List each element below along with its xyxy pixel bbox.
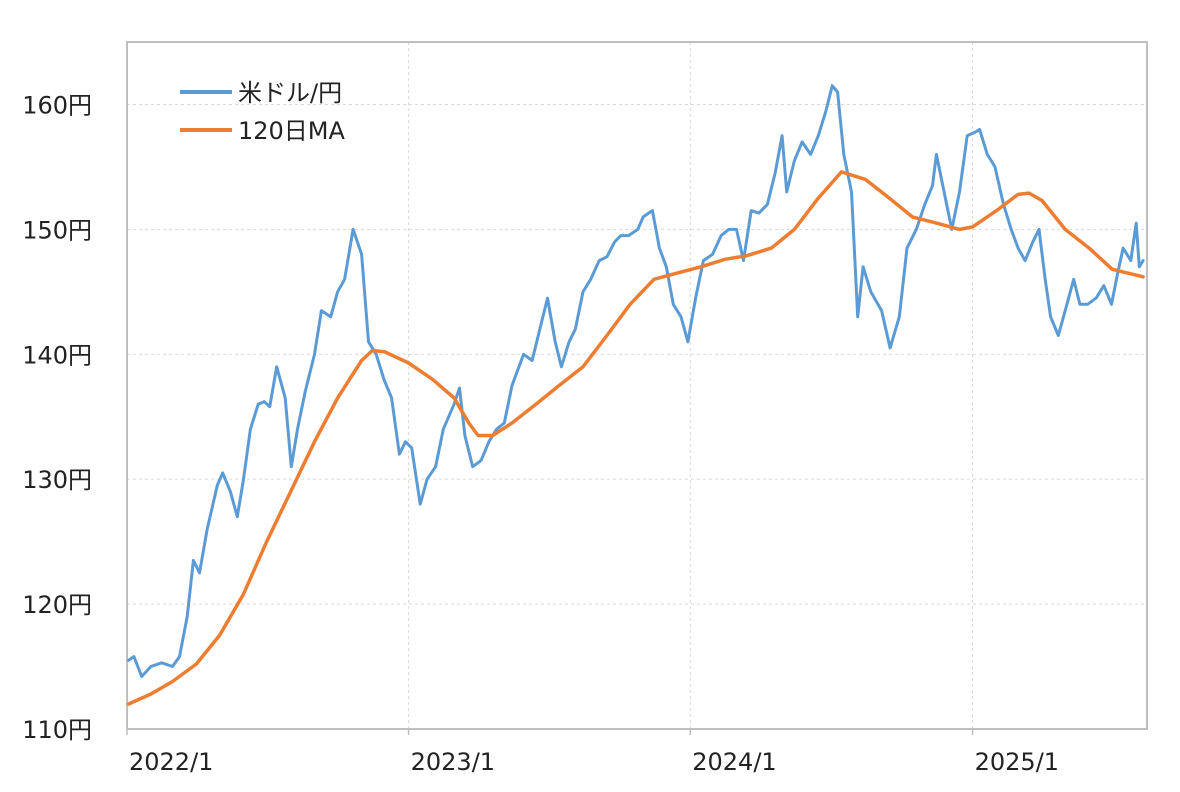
legend-label-usd-jpy: 米ドル/円 — [238, 79, 342, 107]
x-tick-label: 2025/1 — [975, 748, 1059, 776]
y-tick-label: 140円 — [22, 341, 92, 369]
series-line-usd-jpy — [127, 84, 1145, 678]
legend-label-ma120: 120日MA — [238, 117, 346, 145]
x-tick-label: 2024/1 — [692, 748, 776, 776]
grid-layer — [127, 42, 1147, 729]
plot-frame — [126, 41, 1148, 730]
x-tick-label: 2023/1 — [411, 748, 495, 776]
axis-layer: 110円 120円 130円 140円 150円 160円 2022/1 2023/1 2024… — [22, 41, 1148, 776]
y-tick-label: 110円 — [22, 716, 92, 744]
y-tick-label: 160円 — [22, 91, 92, 119]
y-tick-label: 150円 — [22, 216, 92, 244]
y-tick-label: 120円 — [22, 591, 92, 619]
series-line-ma120 — [126, 170, 1145, 706]
legend: 米ドル/円 120日MA — [180, 79, 346, 145]
series-layer — [126, 84, 1145, 706]
y-tick-label: 130円 — [22, 466, 92, 494]
x-tick-label: 2022/1 — [129, 748, 213, 776]
